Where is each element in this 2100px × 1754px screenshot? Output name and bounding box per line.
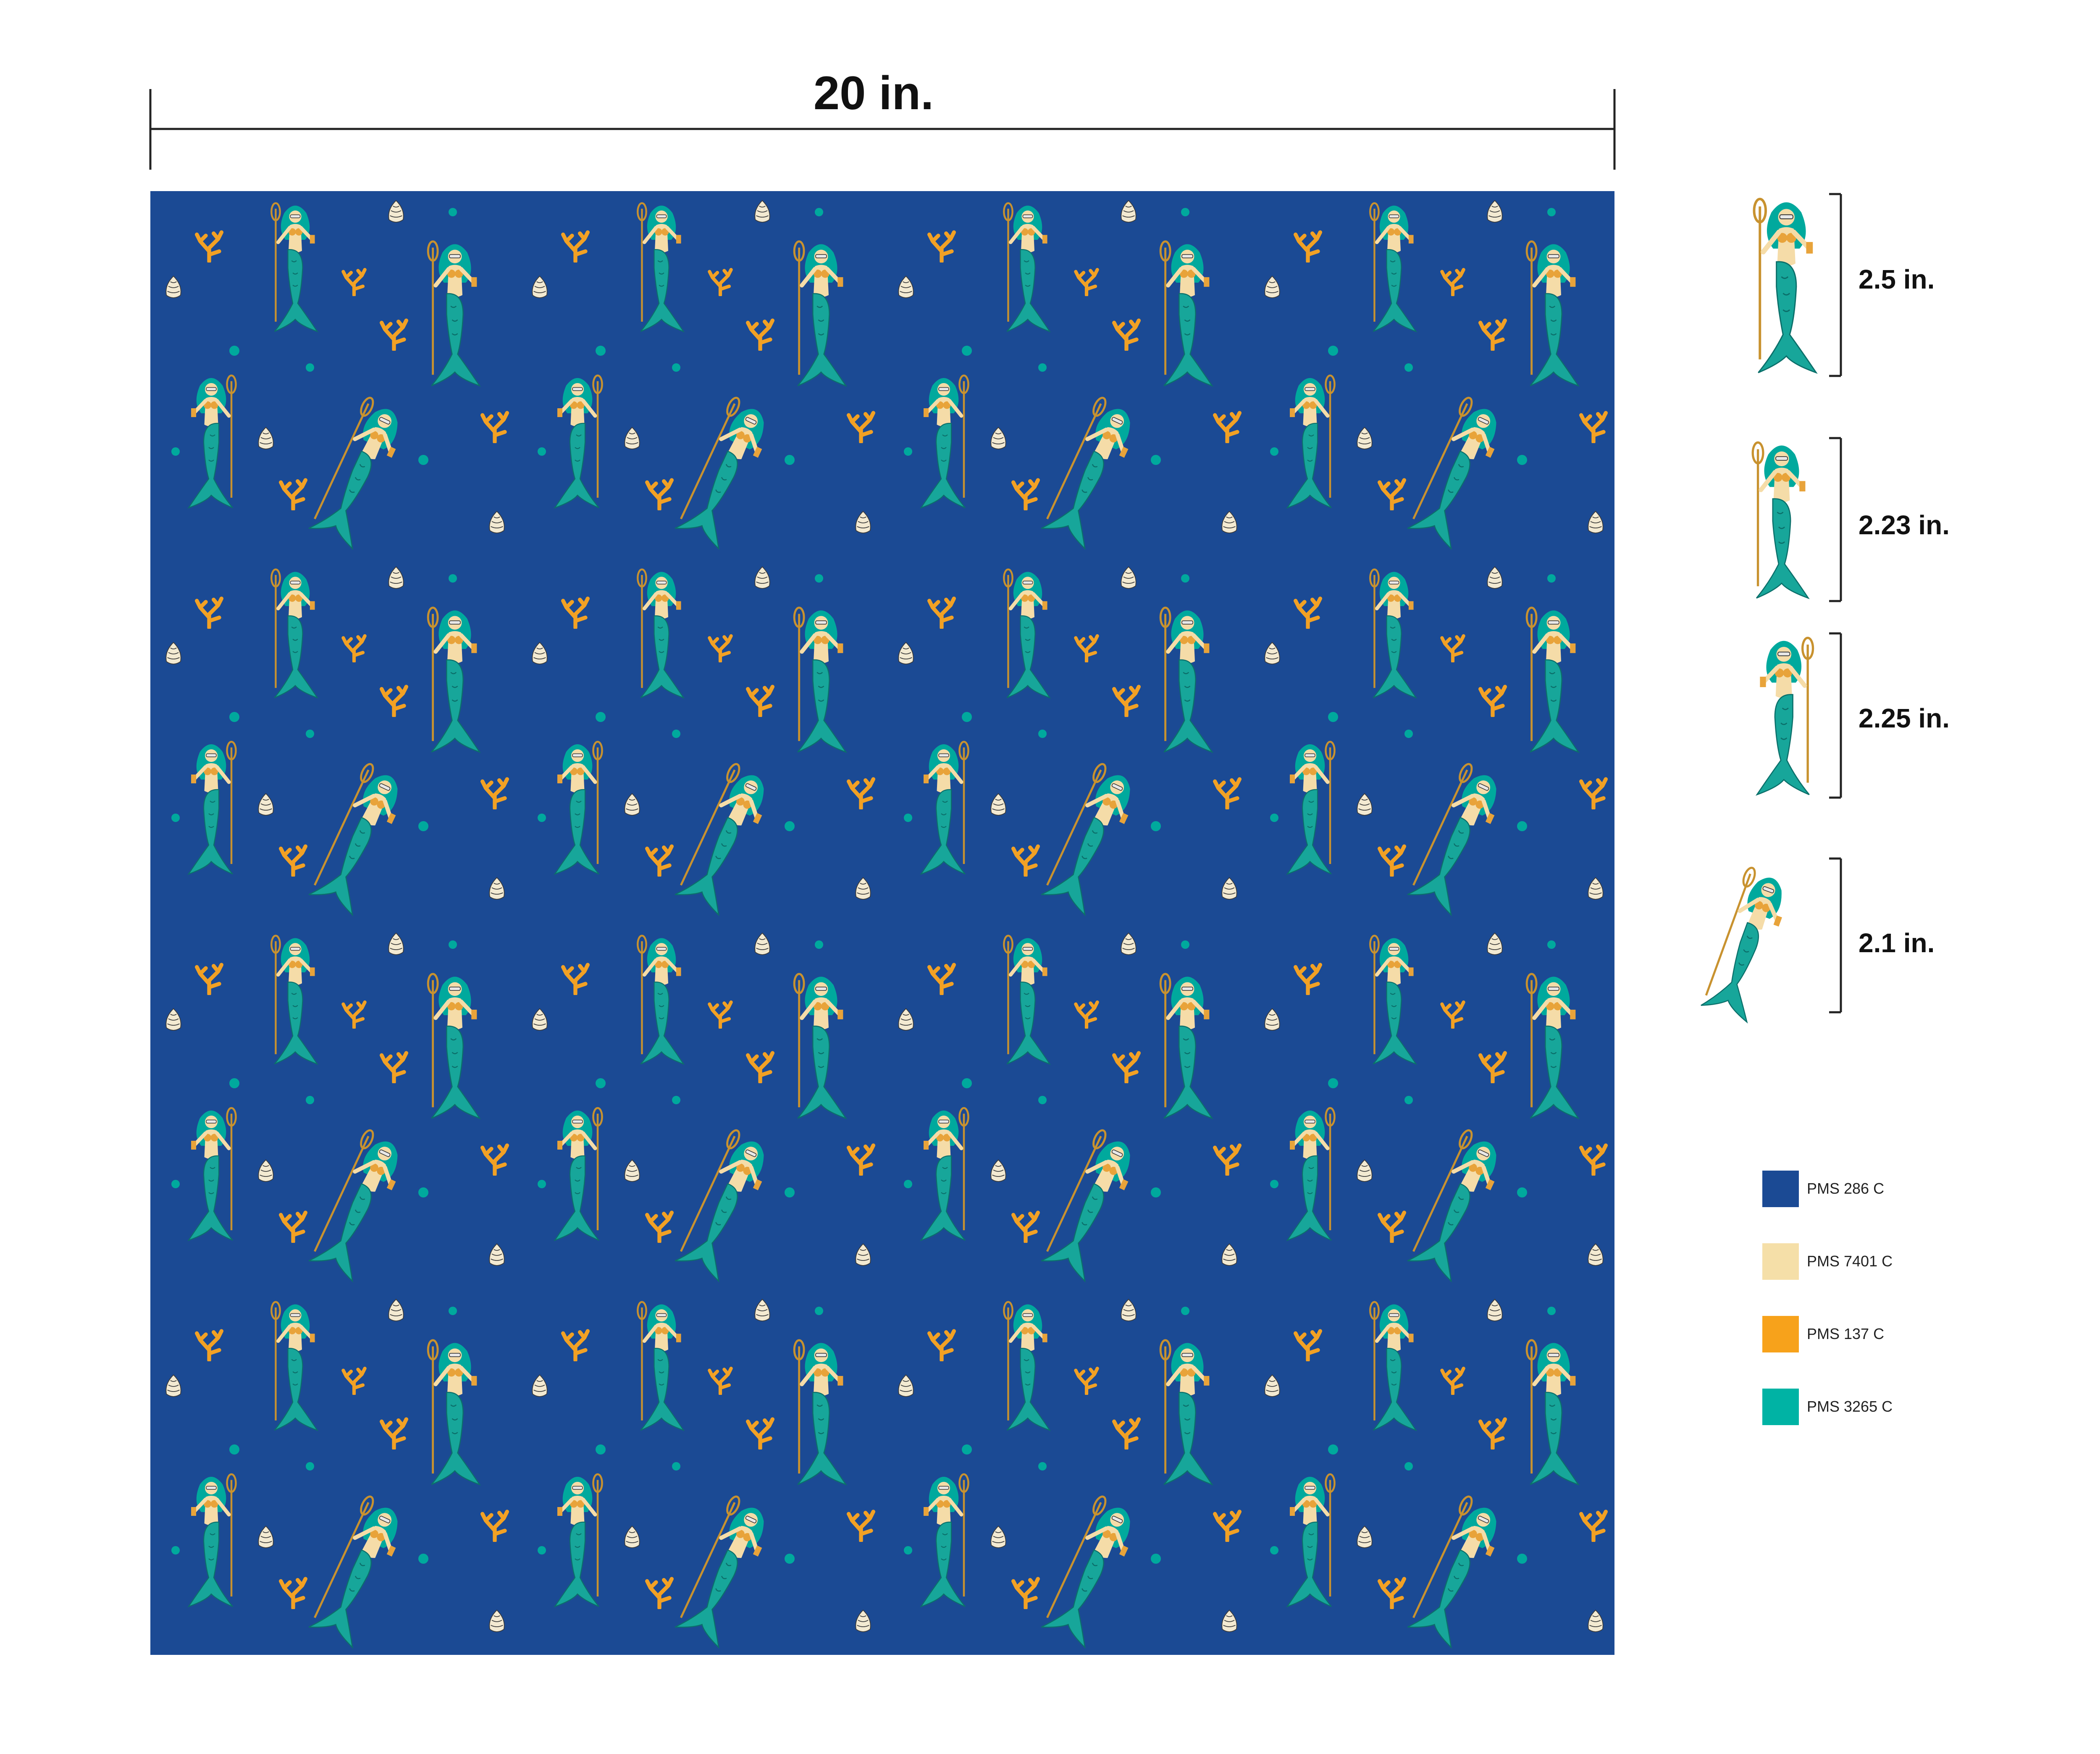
motif-sample: 2.1 in.	[1698, 857, 1935, 1022]
motif-sample: 2.5 in.	[1754, 193, 1935, 377]
swatch-label: PMS 137 C	[1807, 1325, 1884, 1342]
motif-sample: 2.23 in.	[1753, 437, 1950, 602]
motif-image	[1753, 443, 1808, 598]
motif-art	[1698, 866, 1797, 1022]
color-swatch	[1762, 1316, 1799, 1352]
swatch-label: PMS 3265 C	[1807, 1398, 1893, 1415]
color-swatch	[1762, 1389, 1799, 1425]
swatch-label: PMS 7401 C	[1807, 1252, 1893, 1270]
motif-art	[1757, 638, 1813, 795]
height-label: 2.25 in.	[1858, 703, 1950, 733]
color-swatch	[1762, 1171, 1799, 1207]
height-label: 2.5 in.	[1858, 264, 1935, 294]
color-swatch	[1762, 1243, 1799, 1280]
swatch-label: PMS 286 C	[1807, 1180, 1884, 1197]
fabric-pattern	[150, 191, 1614, 1655]
motif-image	[1757, 638, 1813, 795]
width-label: 20 in.	[814, 67, 934, 119]
motif-image	[1754, 199, 1816, 373]
height-label: 2.1 in.	[1858, 928, 1935, 958]
height-label: 2.23 in.	[1858, 510, 1950, 540]
motif-image	[1698, 866, 1797, 1022]
motif-sample: 2.25 in.	[1757, 632, 1950, 799]
